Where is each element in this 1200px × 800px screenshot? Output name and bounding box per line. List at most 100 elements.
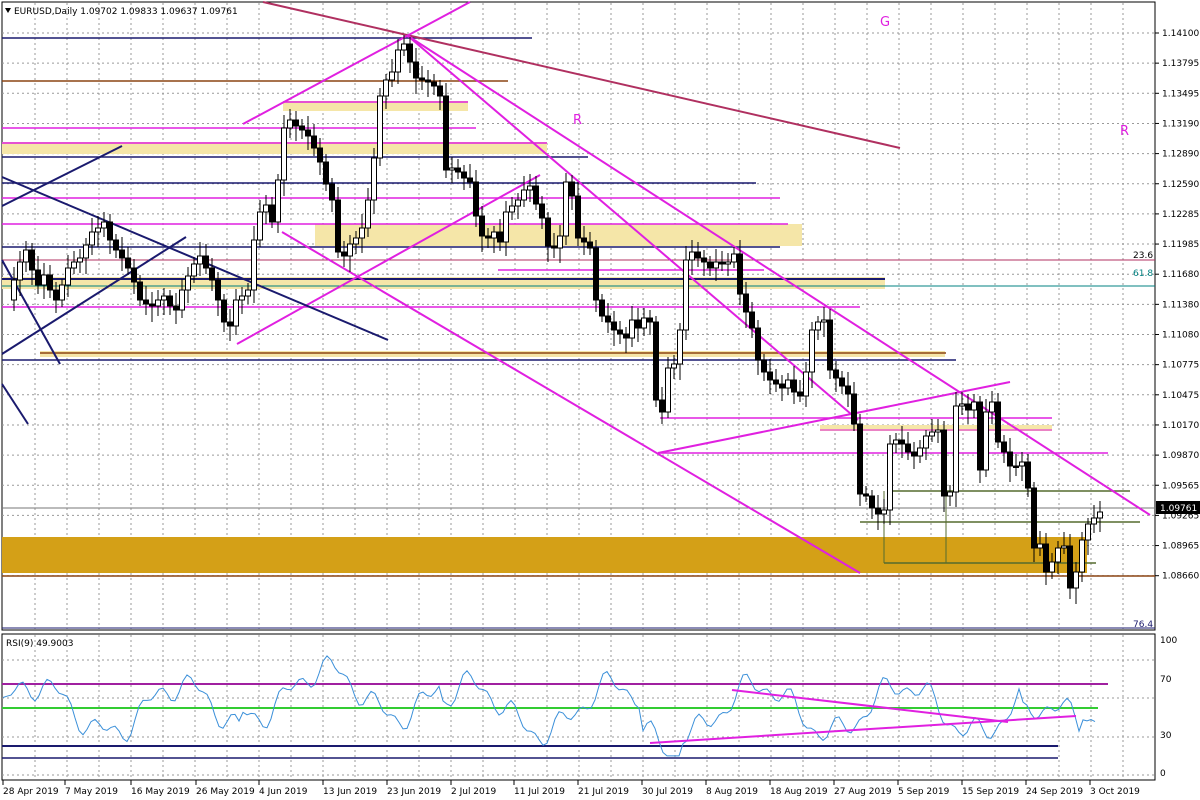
price-axis: 1.14100 1.13795 1.13495 1.13190 1.12890 1.125… (1155, 29, 1199, 582)
candle (155, 299, 161, 307)
candle (407, 43, 413, 63)
price-tick-label: 1.14100 (1162, 29, 1199, 39)
candle (563, 181, 569, 237)
candle (773, 379, 779, 385)
candle (995, 401, 1001, 443)
candle (413, 61, 419, 79)
candle (1085, 523, 1091, 541)
candle (803, 371, 809, 397)
candle (863, 493, 869, 497)
candle (1043, 543, 1049, 573)
price-tick-label: 1.09565 (1162, 481, 1199, 491)
candle (215, 279, 221, 301)
dropdown-triangle-icon[interactable] (5, 8, 11, 13)
pattern-label-r-left: R (573, 113, 582, 128)
candle (1007, 451, 1013, 467)
candle (281, 127, 287, 181)
date-tick-label: 23 Jun 2019 (387, 787, 441, 797)
candle (347, 243, 353, 257)
candle (443, 95, 449, 171)
candle (1073, 571, 1079, 589)
candle (683, 259, 689, 331)
date-tick-label: 26 May 2019 (196, 787, 255, 797)
candle (1079, 539, 1085, 573)
candle (689, 251, 695, 261)
candle (329, 183, 335, 201)
symbol-info: EURUSD,Daily 1.09702 1.09833 1.09637 1.0… (14, 7, 238, 17)
candle (317, 147, 323, 163)
candle (173, 305, 179, 311)
candle (629, 319, 635, 339)
date-tick-label: 30 Jul 2019 (642, 787, 693, 797)
rsi-line (2, 655, 1096, 757)
candle (695, 251, 701, 259)
candle (569, 181, 575, 197)
price-tick-label: 1.13190 (1162, 119, 1199, 129)
main-grid (2, 3, 1155, 629)
supply-zone-3 (315, 224, 802, 246)
candle (71, 261, 77, 269)
candle (23, 249, 29, 263)
candle (41, 274, 47, 286)
candle (449, 167, 455, 171)
candle (851, 393, 857, 425)
price-tick-label: 1.10775 (1162, 361, 1199, 371)
candle (1037, 543, 1043, 549)
candle (671, 363, 677, 369)
candle (647, 317, 653, 323)
date-tick-label: 24 Sep 2019 (1026, 787, 1083, 797)
candle (743, 293, 749, 313)
candle (371, 157, 377, 201)
pattern-label-g: G (880, 15, 890, 30)
candle (551, 245, 557, 249)
candle (965, 403, 971, 411)
candle (1055, 547, 1061, 563)
date-axis: 28 Apr 2019 7 May 2019 16 May 2019 26 May 2… (2, 780, 1140, 797)
price-tick-label: 1.11380 (1162, 300, 1199, 310)
price-tick-label: 1.08965 (1162, 542, 1199, 552)
candle (197, 255, 203, 265)
candle (977, 401, 983, 471)
supply-zone-6 (820, 425, 1052, 431)
date-tick-label: 5 Sep 2019 (898, 787, 950, 797)
date-tick-label: 2 Jul 2019 (451, 787, 496, 797)
candle (257, 211, 263, 241)
candle (605, 315, 611, 323)
date-tick-label: 4 Jun 2019 (259, 787, 308, 797)
candle (581, 237, 587, 243)
candle (593, 247, 599, 301)
candle (917, 447, 923, 457)
rsi-trendline-up (649, 715, 1077, 744)
price-tick-label: 1.12590 (1162, 180, 1199, 190)
candle (1031, 487, 1037, 549)
candle (77, 257, 83, 263)
candle (539, 203, 545, 219)
candle (587, 241, 593, 249)
candle (113, 239, 119, 251)
candle (395, 49, 401, 73)
date-tick-label: 8 Aug 2019 (706, 787, 758, 797)
candle (137, 281, 143, 301)
candle (875, 507, 881, 515)
candle (359, 227, 365, 239)
candle (95, 227, 101, 233)
candle (389, 71, 395, 81)
candle (941, 429, 947, 497)
candle (251, 239, 257, 291)
candle (401, 43, 407, 51)
candle (599, 299, 605, 317)
candle (1013, 465, 1019, 468)
candle (455, 167, 461, 173)
candle (149, 303, 155, 307)
candle (1097, 511, 1103, 519)
candle (509, 205, 515, 213)
date-tick-label: 15 Sep 2019 (962, 787, 1019, 797)
candle (47, 274, 53, 291)
candle (611, 321, 617, 331)
candle (185, 275, 191, 291)
date-tick-label: 21 Jul 2019 (578, 787, 629, 797)
candle (923, 435, 929, 449)
zones (2, 101, 1087, 573)
